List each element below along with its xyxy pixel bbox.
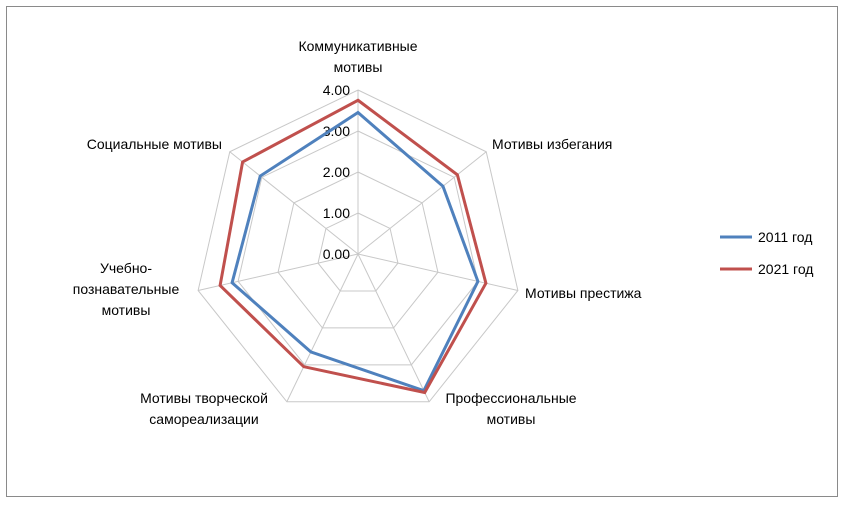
grid-layer [197,89,519,403]
grid-spoke [198,253,359,291]
series-layer [218,98,488,395]
grid-spoke [357,253,430,402]
category-label-line: Профессиональные [445,390,576,406]
category-label: Мотивы творческой самореализации [140,390,268,427]
tick-labels: 0.00 1.00 2.00 3.00 4.00 [323,82,350,262]
legend-label: 2011 год [758,229,812,245]
category-label-line: Мотивы избегания [492,136,612,152]
category-label-line: самореализации [149,411,258,427]
category-label: Социальные мотивы [87,136,222,152]
category-label-line: Учебно- [100,260,152,276]
axis-labels: Коммуникативные мотивы Мотивы избегания Мот… [73,38,642,427]
legend-label: 2021 год [758,261,813,277]
category-label: Мотивы избегания [492,136,612,152]
tick-label: 2.00 [323,164,350,180]
grid-spoke [357,253,518,291]
category-label: Мотивы престижа [525,285,642,301]
category-label-line: мотивы [102,302,151,318]
category-label-line: Социальные мотивы [87,136,222,152]
tick-label: 3.00 [323,123,350,139]
series-line [218,98,488,395]
category-label-line: мотивы [334,59,383,75]
category-label: Учебно-познавательные мотивы [73,260,180,318]
grid-spoke [229,151,359,255]
grid-spoke [357,151,487,255]
tick-label: 4.00 [323,82,350,98]
legend: 2011 год 2021 год [720,229,813,277]
category-label-line: Мотивы престижа [525,285,642,301]
tick-label: 0.00 [323,246,350,262]
category-label-line: познавательные [73,281,180,297]
grid-spoke [286,253,359,402]
tick-label: 1.00 [323,205,350,221]
chart-frame [6,6,838,497]
series-line [230,110,480,393]
category-label-line: Коммуникативные [298,38,417,54]
grid-ring [237,130,479,366]
category-label-line: мотивы [487,411,536,427]
grid-ring [277,171,439,329]
grid-ring [197,89,519,403]
category-label-line: Мотивы творческой [140,390,268,406]
category-label: Коммуникативные мотивы [298,38,417,75]
grid-ring [317,212,399,292]
category-label: Профессиональные мотивы [445,390,576,427]
